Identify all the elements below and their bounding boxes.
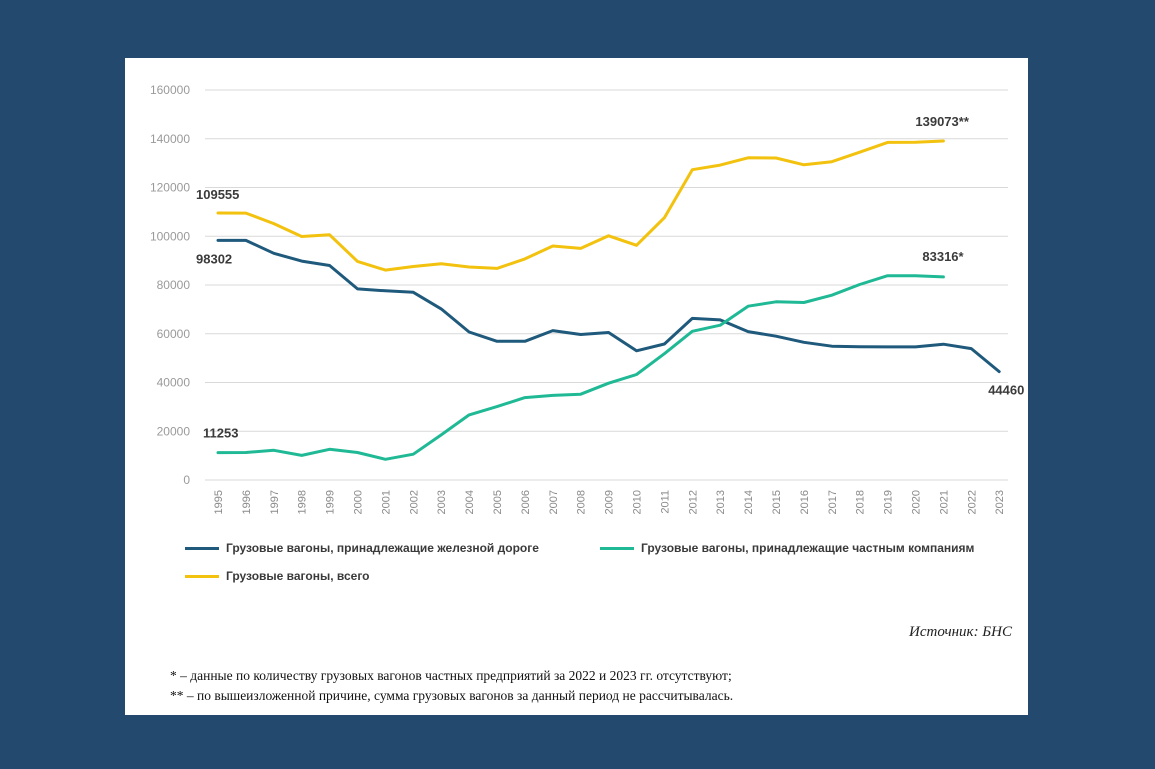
x-tick-label: 2022 (966, 490, 978, 514)
x-tick-label: 1996 (241, 490, 253, 514)
y-tick-label: 100000 (150, 229, 190, 243)
x-tick-label: 2005 (492, 490, 504, 514)
x-tick-label: 2008 (576, 490, 588, 514)
data-label: 11253 (203, 426, 238, 441)
legend-label-private: Грузовые вагоны, принадлежащие частным к… (641, 541, 975, 555)
x-tick-label: 2018 (855, 490, 867, 514)
legend-item-total: Грузовые вагоны, всего (185, 569, 369, 583)
data-label: 109555 (196, 187, 239, 202)
data-label: 98302 (196, 251, 232, 266)
x-tick-label: 2001 (380, 490, 392, 514)
y-tick-label: 20000 (157, 424, 191, 438)
annotations: 109555 98302 11253 139073** 83316* 44460 (196, 114, 1024, 441)
x-tick-label: 2003 (436, 490, 448, 514)
x-tick-label: 2007 (548, 490, 560, 514)
x-tick-label: 1999 (325, 490, 337, 514)
y-tick-label: 40000 (157, 376, 191, 390)
series-line-1 (216, 274, 945, 461)
y-tick-label: 60000 (157, 327, 191, 341)
legend-label-railway: Грузовые вагоны, принадлежащие железной … (226, 541, 539, 555)
x-tick-label: 2016 (799, 490, 811, 514)
y-tick-label: 0 (183, 473, 190, 487)
y-tick-label: 140000 (150, 132, 190, 146)
x-tick-label: 2010 (632, 490, 644, 514)
data-label: 44460 (988, 383, 1024, 398)
x-tick-label: 2004 (464, 490, 476, 514)
legend-label-total: Грузовые вагоны, всего (226, 569, 370, 583)
legend-swatch-total (185, 574, 219, 578)
y-axis: 0 20000 40000 60000 80000 100000 120000 140000 1… (150, 83, 190, 487)
data-label: 139073** (915, 114, 969, 129)
legend-item-private: Грузовые вагоны, принадлежащие частным к… (600, 541, 974, 555)
grid (205, 89, 1008, 481)
x-tick-label: 2014 (743, 490, 755, 514)
x-tick-label: 2020 (911, 490, 923, 514)
footnote-2: ** – по вышеизложенной причине, сумма гр… (170, 688, 734, 703)
y-tick-label: 120000 (150, 181, 190, 195)
x-tick-label: 2006 (520, 490, 532, 514)
source-caption: Источник: БНС (909, 624, 1012, 640)
chart-card: 0 20000 40000 60000 80000 100000 120000 140000 1… (125, 58, 1028, 715)
x-tick-label: 2009 (604, 490, 616, 514)
x-axis: 1995 1996 1997 1998 1999 2000 2001 2002 2003 2004… (213, 490, 1006, 514)
x-tick-label: 2012 (687, 490, 699, 514)
x-tick-label: 2002 (408, 490, 420, 514)
footnote-1: * – данные по количеству грузовых вагоно… (170, 668, 732, 683)
y-tick-label: 80000 (157, 278, 191, 292)
x-tick-label: 2000 (353, 490, 365, 514)
x-tick-label: 2019 (883, 490, 895, 514)
legend-swatch-private (600, 546, 634, 550)
x-tick-label: 2013 (715, 490, 727, 514)
legend-item-railway: Грузовые вагоны, принадлежащие железной … (185, 541, 539, 555)
y-tick-label: 160000 (150, 83, 190, 97)
x-tick-label: 2021 (938, 490, 950, 514)
x-tick-label: 2023 (994, 490, 1006, 514)
x-tick-label: 1997 (269, 490, 281, 514)
legend-swatch-railway (185, 546, 219, 550)
series-line-2 (216, 139, 945, 272)
data-label: 83316* (922, 249, 964, 264)
x-tick-label: 1998 (297, 490, 309, 514)
x-tick-label: 2011 (659, 490, 671, 514)
x-tick-label: 1995 (213, 490, 225, 514)
x-tick-label: 2015 (771, 490, 783, 514)
line-chart: 0 20000 40000 60000 80000 100000 120000 140000 1… (150, 83, 1024, 514)
series-line-0 (216, 238, 1001, 374)
series-lines (216, 139, 1001, 461)
x-tick-label: 2017 (827, 490, 839, 514)
